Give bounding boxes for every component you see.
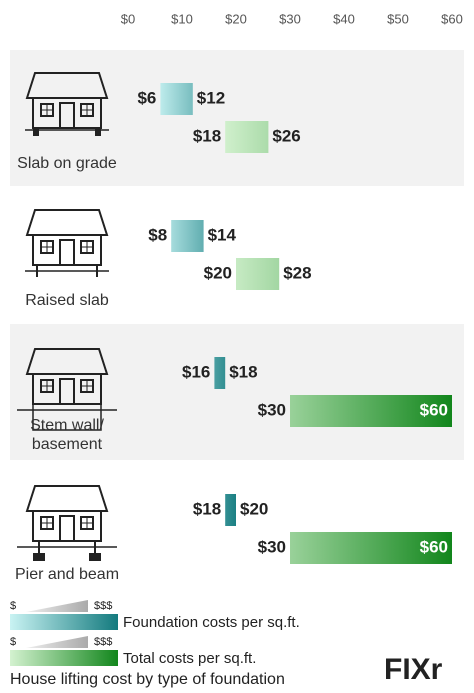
legend-max-label: $$$ xyxy=(94,636,112,648)
value-label: $18 xyxy=(229,362,257,381)
value-label: $16 xyxy=(182,362,210,381)
value-label: $26 xyxy=(272,126,300,145)
house-door xyxy=(59,102,75,129)
value-label: $30 xyxy=(258,400,286,419)
category-label: Raised slab xyxy=(25,292,109,309)
logo: FIXr xyxy=(384,653,443,686)
category-label: Slab on grade xyxy=(17,155,117,172)
value-label: $18 xyxy=(193,126,221,145)
range-bar xyxy=(225,494,236,526)
house-window-bar xyxy=(41,241,53,253)
house-window-bar xyxy=(81,380,93,392)
legend-wedge xyxy=(26,636,88,648)
range-bar xyxy=(236,258,280,290)
house-roof xyxy=(25,209,109,236)
category-label: Pier and beam xyxy=(14,566,120,583)
footing xyxy=(33,128,39,136)
value-label: $6 xyxy=(137,88,156,107)
range-bar xyxy=(171,220,204,252)
x-tick-label: $60 xyxy=(441,11,463,26)
legend-wedge xyxy=(26,600,88,612)
range-bar xyxy=(160,83,193,115)
row: $8 $14 $20 $28 xyxy=(25,209,312,290)
value-label: $20 xyxy=(240,499,268,518)
x-tick-label: $50 xyxy=(387,11,409,26)
chart-title: House lifting cost by type of foundation xyxy=(10,671,285,688)
house-window-bar xyxy=(81,104,93,116)
row: $6 $12 $18 $26 xyxy=(10,50,464,186)
piers xyxy=(38,541,96,555)
x-tick-label: $0 xyxy=(121,11,135,26)
x-tick-label: $40 xyxy=(333,11,355,26)
x-tick-label: $30 xyxy=(279,11,301,26)
house-window-bar xyxy=(41,517,53,529)
legend-swatch xyxy=(10,614,118,630)
legend-max-label: $$$ xyxy=(94,600,112,612)
value-label: $28 xyxy=(283,263,311,282)
value-label: $18 xyxy=(193,499,221,518)
house-window-bar xyxy=(81,517,93,529)
x-tick-label: $10 xyxy=(171,11,193,26)
house-window-bar xyxy=(81,241,93,253)
legend-min-label: $ xyxy=(10,600,16,612)
house-window-bar xyxy=(41,380,53,392)
range-bar xyxy=(225,121,269,153)
range-bar xyxy=(214,357,226,389)
x-tick-label: $20 xyxy=(225,11,247,26)
house-window-bar xyxy=(41,104,53,116)
row: $18 $20 $30 $60 xyxy=(17,485,452,564)
house-door xyxy=(59,515,75,542)
value-label: $14 xyxy=(208,225,237,244)
category-label: Stem wall/ basement xyxy=(30,417,104,453)
basement xyxy=(32,403,102,431)
legend-label: Total costs per sq.ft. xyxy=(123,650,256,667)
value-label: $30 xyxy=(258,537,286,556)
value-label: $12 xyxy=(197,88,225,107)
range-bar xyxy=(290,395,452,427)
legend-min-label: $ xyxy=(10,636,16,648)
value-label: $20 xyxy=(204,263,232,282)
value-label: $8 xyxy=(148,225,167,244)
row: $16 $18$30 $60 xyxy=(10,324,464,460)
range-bar xyxy=(290,532,452,564)
pier-base xyxy=(89,553,101,561)
footing xyxy=(95,128,101,136)
house-door xyxy=(59,239,75,266)
value-label: $60 xyxy=(420,537,448,556)
value-label: $60 xyxy=(420,400,448,419)
legend-label: Foundation costs per sq.ft. xyxy=(123,614,300,631)
pier-base xyxy=(33,553,45,561)
legend-swatch xyxy=(10,650,118,666)
house-roof xyxy=(25,485,109,512)
